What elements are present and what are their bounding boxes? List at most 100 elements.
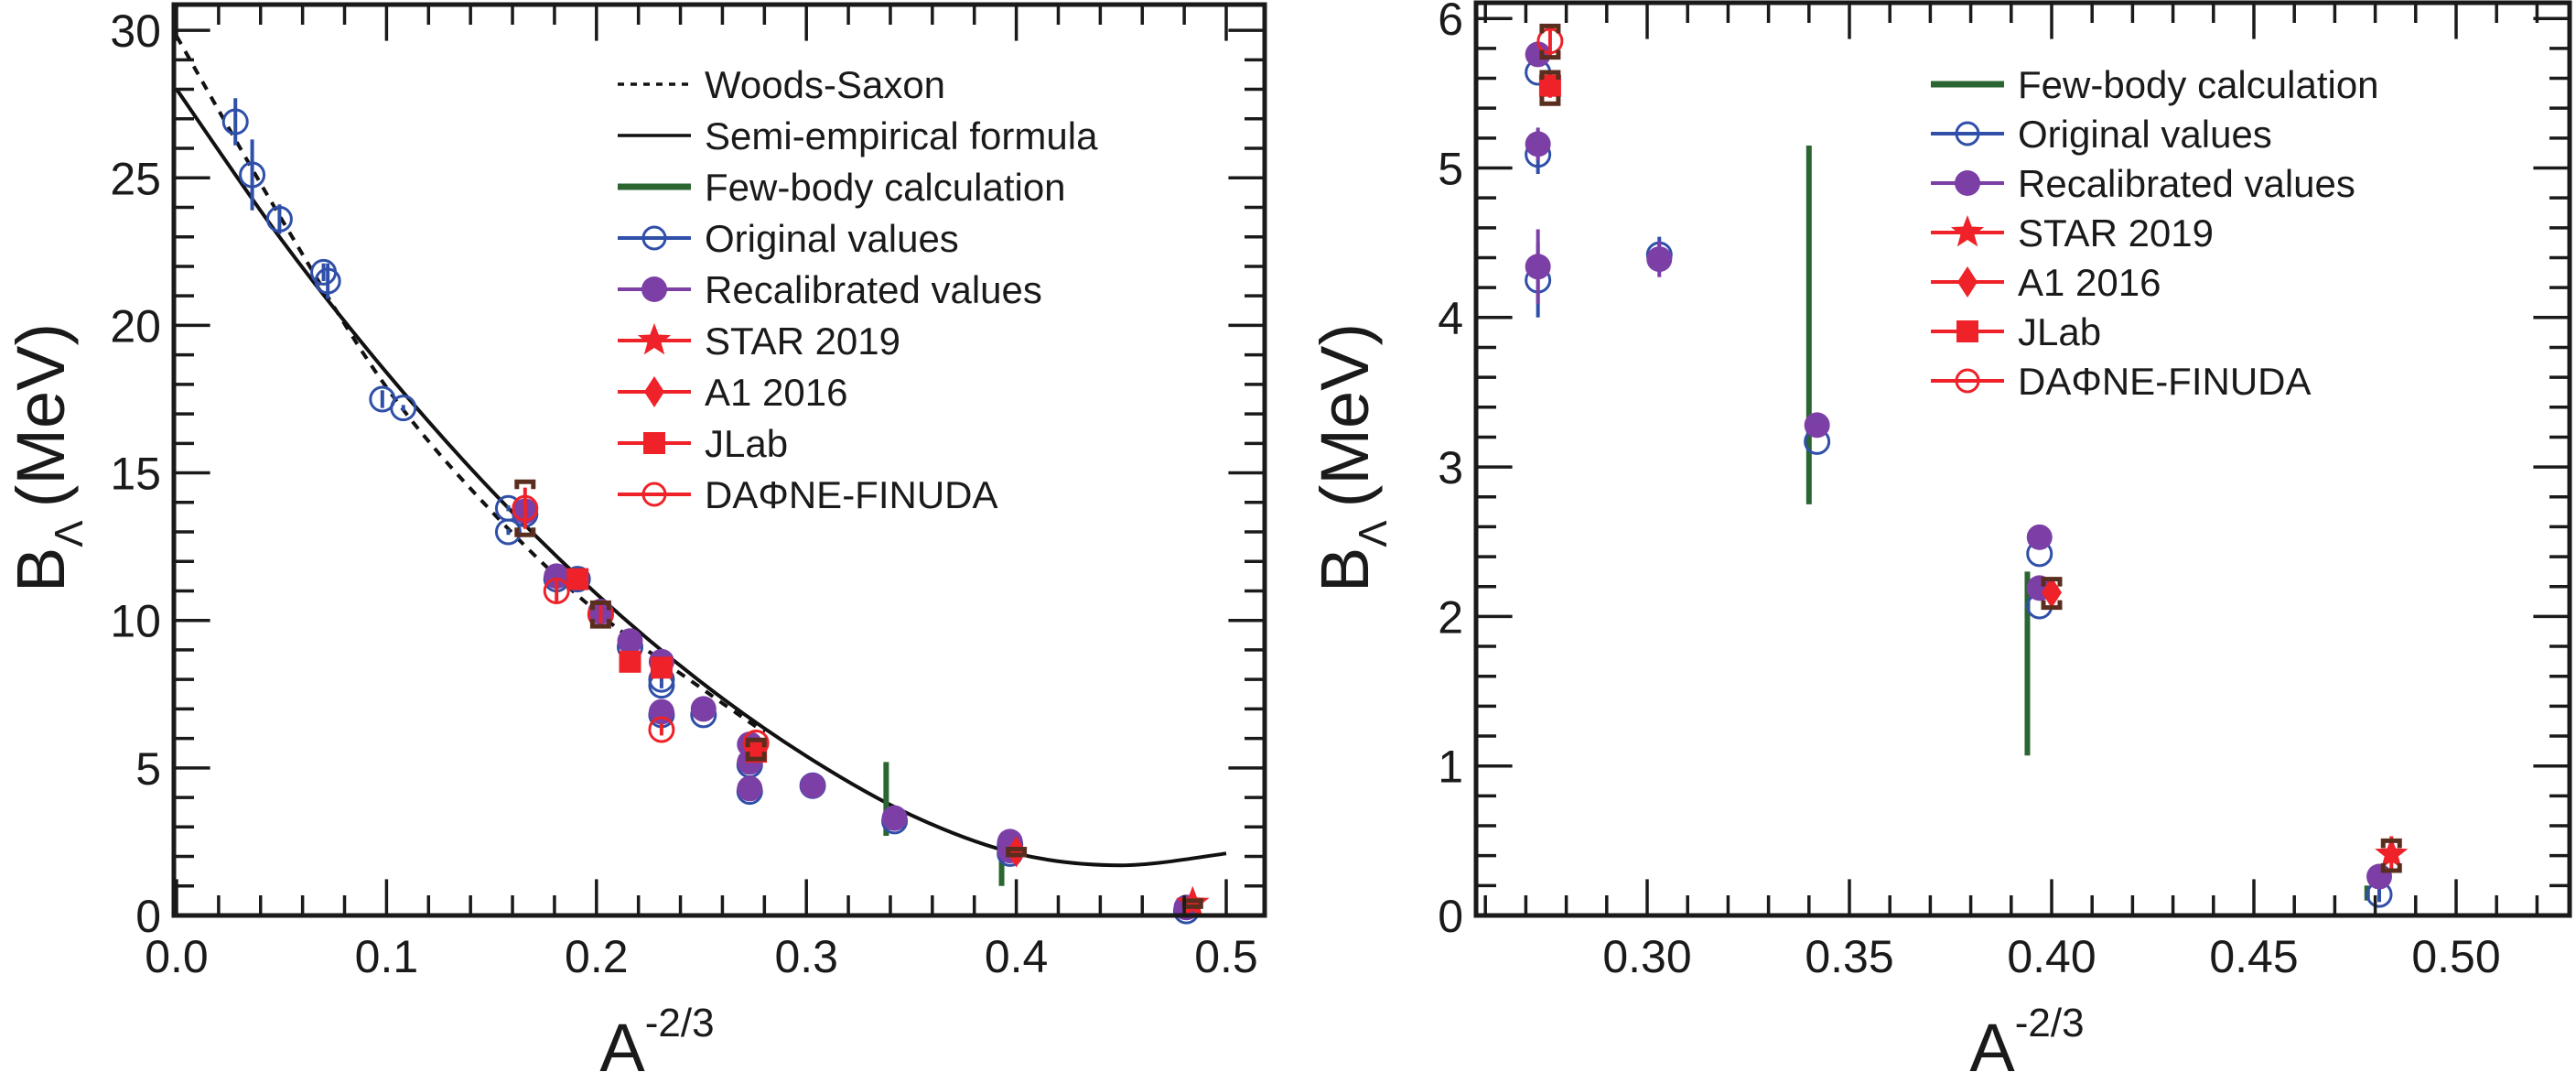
right-recalibrated-point xyxy=(1804,412,1830,439)
left-x-tick-label: 0.4 xyxy=(985,931,1049,982)
left-axis-ticks xyxy=(174,5,1265,915)
left-legend-label: A1 2016 xyxy=(705,371,847,414)
right-dafne-point xyxy=(1536,27,1564,55)
left-legend-square-icon xyxy=(643,432,665,454)
right-legend-item: Recalibrated values xyxy=(1931,162,2355,205)
right-star-point xyxy=(2375,837,2409,869)
right-legend-label: Original values xyxy=(2018,113,2272,156)
right-panel: 0.30 0.35 0.40 0.45 0.50 0 1 2 3 4 5 6 A-2/3 BΛ (Me… xyxy=(1307,0,2572,1083)
right-plot-frame xyxy=(1473,0,2572,918)
left-original-point xyxy=(390,395,417,422)
left-panel: 0.0 0.1 0.2 0.3 0.4 0.5 0 5 10 15 20 25 30 A-2/3 BΛ… xyxy=(3,2,1267,1083)
left-x-tick-label: 0.1 xyxy=(355,931,419,982)
right-recalibrated-point xyxy=(2026,524,2053,550)
left-legend-label: Original values xyxy=(705,217,959,260)
left-frame xyxy=(171,2,1267,918)
right-recalibrated-point xyxy=(1525,41,1551,68)
left-legend-item: STAR 2019 xyxy=(618,319,900,363)
right-systematic-bracket xyxy=(1539,70,1561,106)
right-recalibrated-point xyxy=(1525,254,1551,280)
left-legend-item: Woods-Saxon xyxy=(618,63,945,106)
left-original-point xyxy=(314,267,341,295)
right-x-axis-label: A-2/3 xyxy=(1969,1001,2084,1083)
left-original-point xyxy=(265,205,293,233)
left-legend-label: Woods-Saxon xyxy=(705,63,945,106)
right-y-tick-label: 3 xyxy=(1438,442,1463,493)
left-x-axis-base: A xyxy=(599,1010,645,1083)
right-x-tick-labels: 0.30 0.35 0.40 0.45 0.50 xyxy=(1602,931,2500,982)
left-legend-item: Few-body calculation xyxy=(618,166,1066,209)
right-legend-label: A1 2016 xyxy=(2018,261,2161,304)
left-x-tick-label: 0.2 xyxy=(565,931,629,982)
left-y-tick-label: 15 xyxy=(110,449,161,500)
left-y-axis-label: BΛ (MeV) xyxy=(3,323,92,592)
left-y-tick-label: 20 xyxy=(110,300,161,352)
right-recalibrated-point xyxy=(1525,131,1551,157)
left-x-tick-label: 0.3 xyxy=(774,931,838,982)
right-legend-square-icon xyxy=(1956,320,1978,342)
right-legend-star-icon xyxy=(1950,215,1985,247)
right-x-axis-sup: -2/3 xyxy=(2015,1001,2085,1045)
left-plot-marks xyxy=(175,35,1227,925)
left-recalibrated-point xyxy=(544,563,570,590)
left-recalibrated-point xyxy=(737,775,763,802)
right-y-axis-label: BΛ (MeV) xyxy=(1307,323,1396,592)
right-recalibrated-point xyxy=(1646,246,1673,273)
right-diamond-point xyxy=(2042,577,2062,609)
right-recalibrated-point xyxy=(2366,863,2393,890)
right-y-tick-label: 2 xyxy=(1438,591,1463,643)
left-y-axis-unit: (MeV) xyxy=(3,323,79,507)
left-legend-star-icon xyxy=(637,323,672,355)
right-legend-recalibrated-icon xyxy=(1955,170,1980,196)
right-legend-label: JLab xyxy=(2018,310,2101,353)
left-x-axis-label: A-2/3 xyxy=(599,1001,714,1083)
right-y-tick-label: 5 xyxy=(1438,144,1463,195)
left-dafne-point xyxy=(512,494,539,522)
right-systematic-bracket xyxy=(1539,23,1561,60)
left-legend-item: JLab xyxy=(618,422,788,465)
left-original-point xyxy=(239,161,266,189)
right-y-tick-label: 0 xyxy=(1438,891,1463,942)
left-legend-label: JLab xyxy=(705,422,788,465)
left-woods-saxon-curve xyxy=(175,35,766,734)
left-y-tick-label: 25 xyxy=(110,153,161,204)
right-legend-item: Original values xyxy=(1931,113,2272,156)
left-original-point xyxy=(494,518,522,546)
left-dafne-point xyxy=(543,577,570,604)
left-x-tick-label: 0.0 xyxy=(145,931,209,982)
left-systematic-bracket xyxy=(589,600,611,629)
left-legend-item: DAΦNE-FINUDA xyxy=(618,473,998,516)
right-y-tick-label: 6 xyxy=(1438,0,1463,45)
right-legend-label: Recalibrated values xyxy=(2018,162,2355,205)
right-legend-label: DAΦNE-FINUDA xyxy=(2018,360,2312,403)
right-legend-item: A1 2016 xyxy=(1931,261,2161,304)
left-original-point xyxy=(221,108,249,135)
left-x-axis-sup: -2/3 xyxy=(645,1001,715,1045)
left-recalibrated-point xyxy=(617,628,643,655)
right-legend-item: STAR 2019 xyxy=(1931,211,2214,255)
right-y-tick-labels: 0 1 2 3 4 5 6 xyxy=(1438,0,1463,942)
left-legend-label: Recalibrated values xyxy=(705,268,1042,311)
left-square-point xyxy=(650,656,673,679)
left-y-tick-label: 0 xyxy=(135,891,161,942)
right-systematic-bracket xyxy=(2380,838,2402,873)
left-y-axis-base: B xyxy=(3,547,79,592)
right-legend-diamond-icon xyxy=(1957,266,1978,298)
right-plot-marks xyxy=(1525,23,2409,908)
right-legend-item: DAΦNE-FINUDA xyxy=(1931,360,2312,403)
left-legend-label: STAR 2019 xyxy=(705,319,900,363)
left-diamond-point xyxy=(1006,836,1027,868)
right-x-tick-label: 0.50 xyxy=(2411,931,2500,982)
right-y-axis-sub: Λ xyxy=(1351,520,1396,547)
left-x-tick-label: 0.5 xyxy=(1194,931,1258,982)
left-legend-diamond-icon xyxy=(644,376,664,407)
right-x-tick-label: 0.35 xyxy=(1805,931,1893,982)
right-y-tick-label: 1 xyxy=(1438,742,1463,793)
right-legend-label: Few-body calculation xyxy=(2018,63,2379,106)
right-y-tick-label: 4 xyxy=(1438,293,1463,344)
right-legend: Few-body calculation Original values Recal… xyxy=(1931,63,2379,403)
left-y-tick-labels: 0 5 10 15 20 25 30 xyxy=(110,5,161,942)
left-legend-recalibrated-icon xyxy=(641,276,667,302)
right-legend-item: Few-body calculation xyxy=(1931,63,2379,106)
